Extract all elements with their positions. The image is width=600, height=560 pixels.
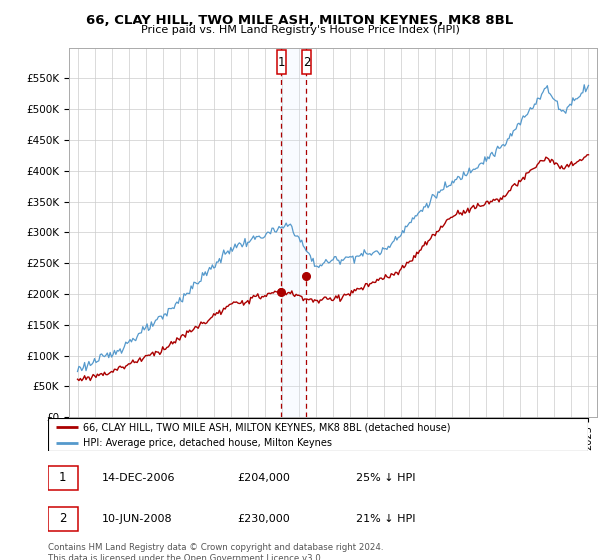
FancyBboxPatch shape <box>302 50 311 74</box>
FancyBboxPatch shape <box>48 466 78 490</box>
Text: 2: 2 <box>59 512 67 525</box>
Text: 1: 1 <box>59 472 67 484</box>
Text: Price paid vs. HM Land Registry's House Price Index (HPI): Price paid vs. HM Land Registry's House … <box>140 25 460 35</box>
FancyBboxPatch shape <box>48 507 78 531</box>
Text: 66, CLAY HILL, TWO MILE ASH, MILTON KEYNES, MK8 8BL (detached house): 66, CLAY HILL, TWO MILE ASH, MILTON KEYN… <box>83 422 451 432</box>
Text: 25% ↓ HPI: 25% ↓ HPI <box>356 473 415 483</box>
Text: £230,000: £230,000 <box>237 514 290 524</box>
Text: 66, CLAY HILL, TWO MILE ASH, MILTON KEYNES, MK8 8BL: 66, CLAY HILL, TWO MILE ASH, MILTON KEYN… <box>86 14 514 27</box>
FancyBboxPatch shape <box>277 50 286 74</box>
Text: 2: 2 <box>302 55 310 68</box>
Text: 10-JUN-2008: 10-JUN-2008 <box>102 514 173 524</box>
Text: 1: 1 <box>277 55 285 68</box>
Text: HPI: Average price, detached house, Milton Keynes: HPI: Average price, detached house, Milt… <box>83 438 332 447</box>
Text: 14-DEC-2006: 14-DEC-2006 <box>102 473 176 483</box>
Bar <box>281 48 307 417</box>
Text: Contains HM Land Registry data © Crown copyright and database right 2024.
This d: Contains HM Land Registry data © Crown c… <box>48 543 383 560</box>
Text: 21% ↓ HPI: 21% ↓ HPI <box>356 514 415 524</box>
Text: £204,000: £204,000 <box>237 473 290 483</box>
